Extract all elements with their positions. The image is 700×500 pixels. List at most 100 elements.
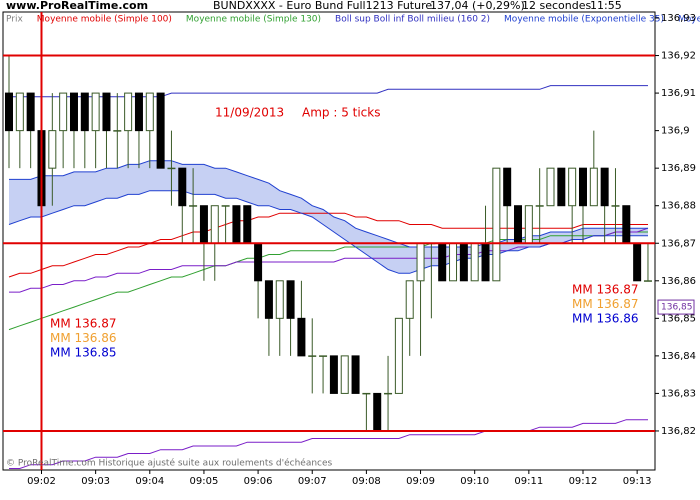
candle-body bbox=[124, 92, 133, 132]
candle-body bbox=[243, 205, 252, 244]
y-tick-label: 136,88 bbox=[661, 201, 696, 212]
x-tick-label: 09:04 bbox=[135, 476, 164, 487]
last-price-box bbox=[657, 299, 695, 315]
candle-body bbox=[134, 92, 143, 132]
x-tick-label: 09:05 bbox=[190, 476, 219, 487]
candle-body bbox=[178, 167, 187, 207]
mm-label: MM 136.87 bbox=[572, 297, 639, 311]
candle-body bbox=[329, 355, 338, 394]
candle-body bbox=[449, 242, 458, 282]
overlay-upper bbox=[9, 85, 648, 98]
candle-body bbox=[308, 355, 317, 357]
candle-body bbox=[416, 242, 425, 282]
candle-body bbox=[48, 130, 57, 169]
x-tick-label: 09:06 bbox=[244, 476, 273, 487]
candle-body bbox=[5, 92, 13, 132]
candle-body bbox=[156, 92, 165, 169]
y-tick-label: 136,9 bbox=[661, 126, 690, 137]
x-tick-label: 09:02 bbox=[27, 476, 56, 487]
candle-body bbox=[503, 167, 512, 207]
candle-body bbox=[210, 205, 219, 244]
candle-body bbox=[91, 92, 100, 132]
line-layer bbox=[8, 85, 649, 469]
annotation: 11/09/2013 bbox=[215, 106, 284, 120]
legend-entry: Boll sup Boll inf Boll milieu (160 2) bbox=[335, 15, 490, 25]
x-tick-label: 09:11 bbox=[514, 476, 543, 487]
candle-body bbox=[394, 317, 403, 394]
candle-body bbox=[578, 167, 587, 207]
candle-body bbox=[470, 242, 479, 282]
candle-body bbox=[481, 242, 490, 282]
overlay-line bbox=[8, 190, 648, 274]
mm-label: MM 136.86 bbox=[572, 312, 639, 326]
candle-body bbox=[232, 205, 241, 244]
legend-entry: Prix bbox=[6, 15, 23, 25]
x-tick-label: 09:08 bbox=[352, 476, 381, 487]
x-tick-label: 09:10 bbox=[460, 476, 489, 487]
overlay-line bbox=[9, 160, 648, 248]
candle-body bbox=[199, 205, 208, 244]
candle-body bbox=[264, 280, 273, 319]
overlay-line bbox=[8, 231, 648, 331]
mm-label: MM 136.85 bbox=[50, 346, 117, 360]
x-tick-label: 09:09 bbox=[406, 476, 435, 487]
candle-body bbox=[600, 167, 609, 207]
legend-background bbox=[4, 13, 654, 25]
y-tick-label: 136,85 bbox=[661, 313, 696, 324]
site: www.ProRealTime.com bbox=[6, 0, 148, 12]
mm-label: MM 136.87 bbox=[572, 283, 639, 297]
candle-body bbox=[622, 205, 631, 244]
candle-body bbox=[167, 167, 176, 170]
candle-body bbox=[26, 92, 35, 132]
top-layer: Prix Moyenne mobile (Simple 100) Moyenne m… bbox=[3, 12, 700, 470]
mm-label: MM 136.86 bbox=[50, 331, 117, 345]
candle-body bbox=[524, 205, 533, 244]
candle-body bbox=[221, 205, 230, 207]
candle-body bbox=[351, 355, 360, 394]
y-tick-label: 136,87 bbox=[661, 238, 696, 249]
y-tick-label: 136,83 bbox=[661, 388, 696, 399]
x-tick-label: 09:13 bbox=[623, 476, 652, 487]
y-tick-label: 136,84 bbox=[661, 351, 696, 362]
candle-body bbox=[611, 205, 620, 207]
candle-body bbox=[643, 280, 652, 282]
candle-body bbox=[113, 130, 122, 132]
candle-body bbox=[557, 167, 566, 207]
candle-body bbox=[59, 92, 68, 132]
x-tick-label: 09:03 bbox=[81, 476, 110, 487]
x-tick-label: 09:07 bbox=[298, 476, 327, 487]
candle-body bbox=[459, 242, 468, 282]
candle-body bbox=[633, 242, 642, 282]
title: BUNDXXXX - Euro Bund Full1213 Future bbox=[213, 0, 432, 12]
overlay-lower bbox=[9, 419, 648, 469]
last-price-label: 136,85 bbox=[661, 303, 693, 313]
candle-body bbox=[15, 92, 24, 132]
candle-body bbox=[319, 355, 328, 357]
candle-body bbox=[362, 392, 371, 395]
y-tick-label: 136,93 bbox=[661, 13, 696, 24]
candle-body bbox=[275, 280, 284, 319]
y-tick-label: 136,86 bbox=[661, 276, 696, 287]
candle-body bbox=[373, 392, 382, 432]
candle-body bbox=[69, 92, 78, 132]
candle-body bbox=[492, 167, 501, 282]
candle-body bbox=[145, 92, 154, 132]
candle-body bbox=[254, 242, 263, 282]
annotation: Amp : 5 ticks bbox=[302, 106, 380, 120]
candle-body bbox=[438, 242, 447, 282]
legend-entry: Moyenne bbox=[678, 15, 700, 25]
time: 11:55 bbox=[590, 0, 622, 12]
y-tick-label: 136,91 bbox=[661, 88, 696, 99]
y-tick-label: 136,82 bbox=[661, 426, 696, 437]
mm-label: MM 136.87 bbox=[50, 317, 117, 331]
candle-body bbox=[297, 317, 306, 357]
legend-entry: Moyenne mobile (Simple 130) bbox=[186, 15, 321, 25]
footer: © ProRealTime.com Historique ajusté suit… bbox=[6, 458, 333, 469]
x-tick-label: 09:12 bbox=[569, 476, 598, 487]
candle-body bbox=[535, 205, 544, 207]
y-tick-label: 136,92 bbox=[661, 51, 696, 62]
candle-body bbox=[514, 205, 523, 244]
candle-body bbox=[384, 392, 393, 395]
candle-body bbox=[80, 92, 89, 132]
